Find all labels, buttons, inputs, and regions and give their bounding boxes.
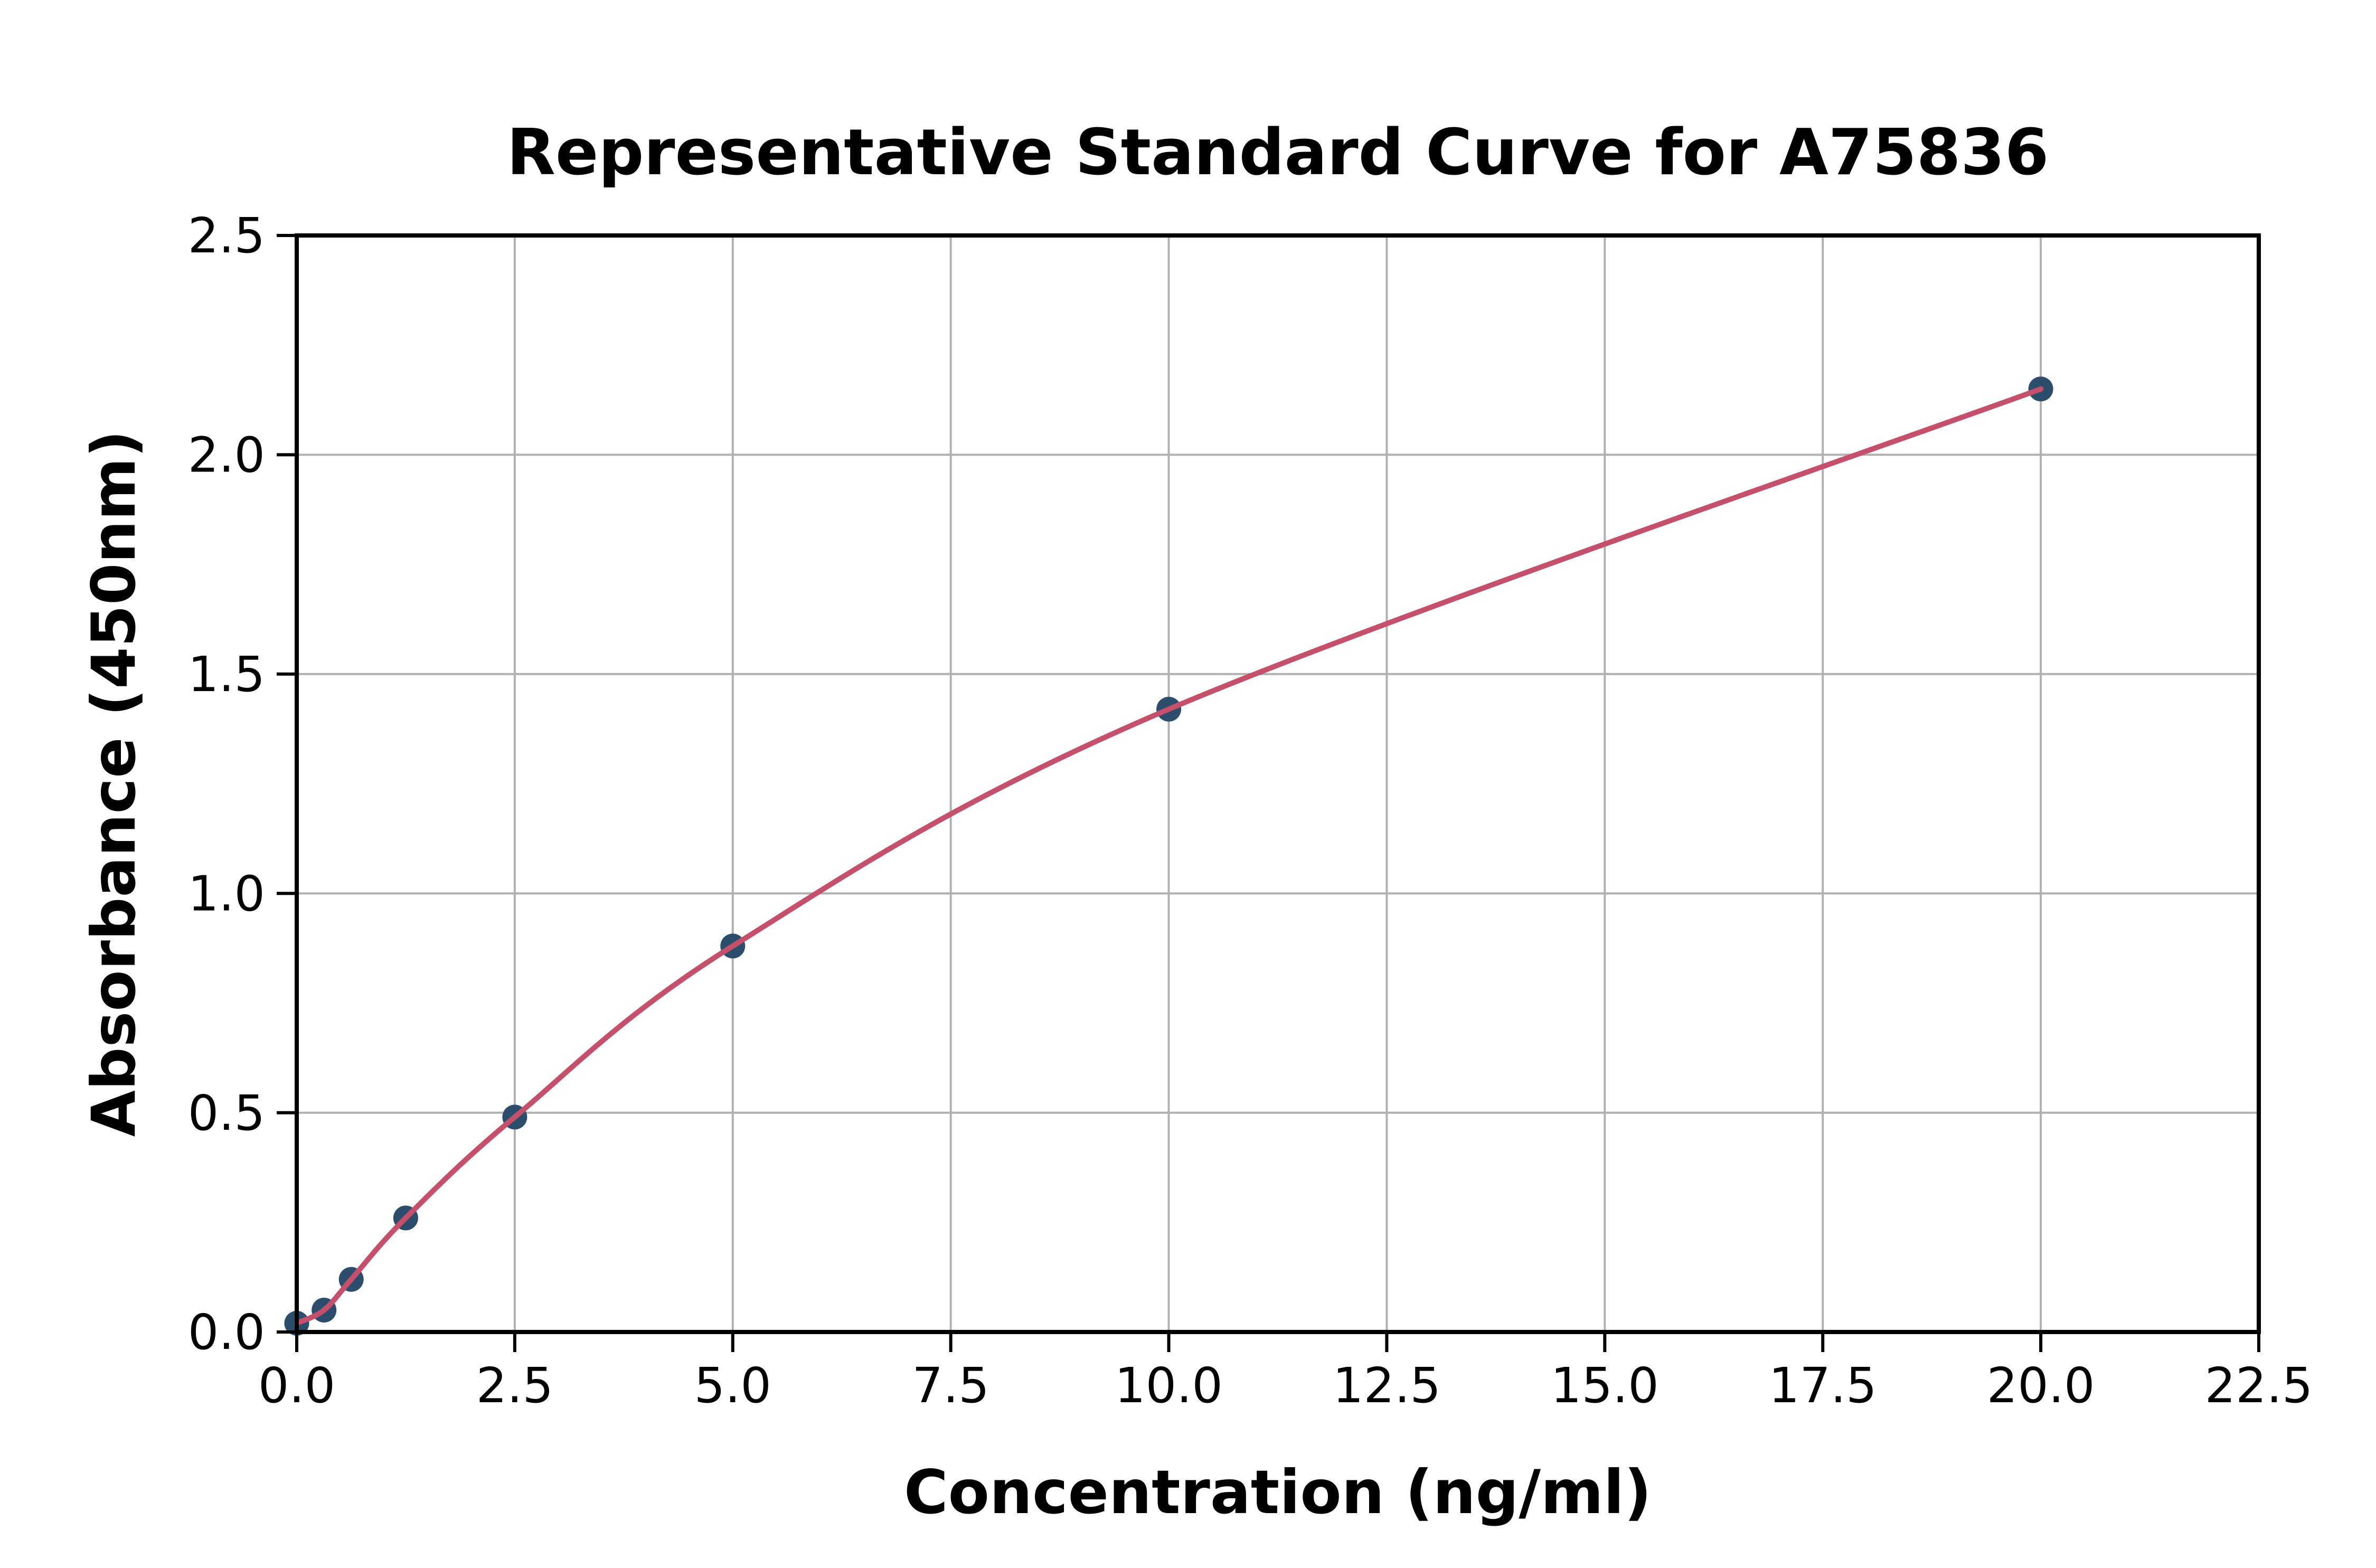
x-tick-label: 2.5 (476, 1357, 553, 1414)
y-tick-label: 0.5 (188, 1085, 265, 1141)
axes-spines (295, 233, 2261, 1334)
y-axis-label: Absorbance (450nm) (79, 430, 149, 1137)
axes-box (295, 233, 2261, 1334)
fit-curve-line (294, 386, 2044, 1326)
tick-marks (277, 234, 2260, 1352)
x-tick-label: 0.0 (258, 1357, 335, 1414)
x-tick-label: 17.5 (1769, 1357, 1877, 1414)
tick-labels: 0.0 2.5 5.0 7.5 10.0 12.5 15.0 17.5 20.0 22.5 0.0 0… (188, 207, 2313, 1414)
y-tick-label: 2.5 (188, 207, 265, 264)
x-tick-label: 5.0 (694, 1357, 771, 1414)
x-axis-label: Concentration (ng/ml) (904, 1457, 1652, 1527)
x-tick-label: 22.5 (2205, 1357, 2313, 1414)
x-tick-label: 20.0 (1987, 1357, 2095, 1414)
x-tick-label: 12.5 (1333, 1357, 1441, 1414)
fit-curve (294, 386, 2044, 1326)
x-tick-label: 10.0 (1115, 1357, 1223, 1414)
y-tick-label: 0.0 (188, 1304, 265, 1361)
gridlines (296, 234, 2260, 1333)
y-tick-label: 1.5 (188, 646, 265, 703)
x-tick-label: 15.0 (1551, 1357, 1659, 1414)
y-tick-label: 2.0 (188, 427, 265, 484)
y-tick-label: 1.0 (188, 865, 265, 922)
chart-title: Representative Standard Curve for A75836 (507, 116, 2049, 190)
x-tick-label: 7.5 (912, 1357, 989, 1414)
